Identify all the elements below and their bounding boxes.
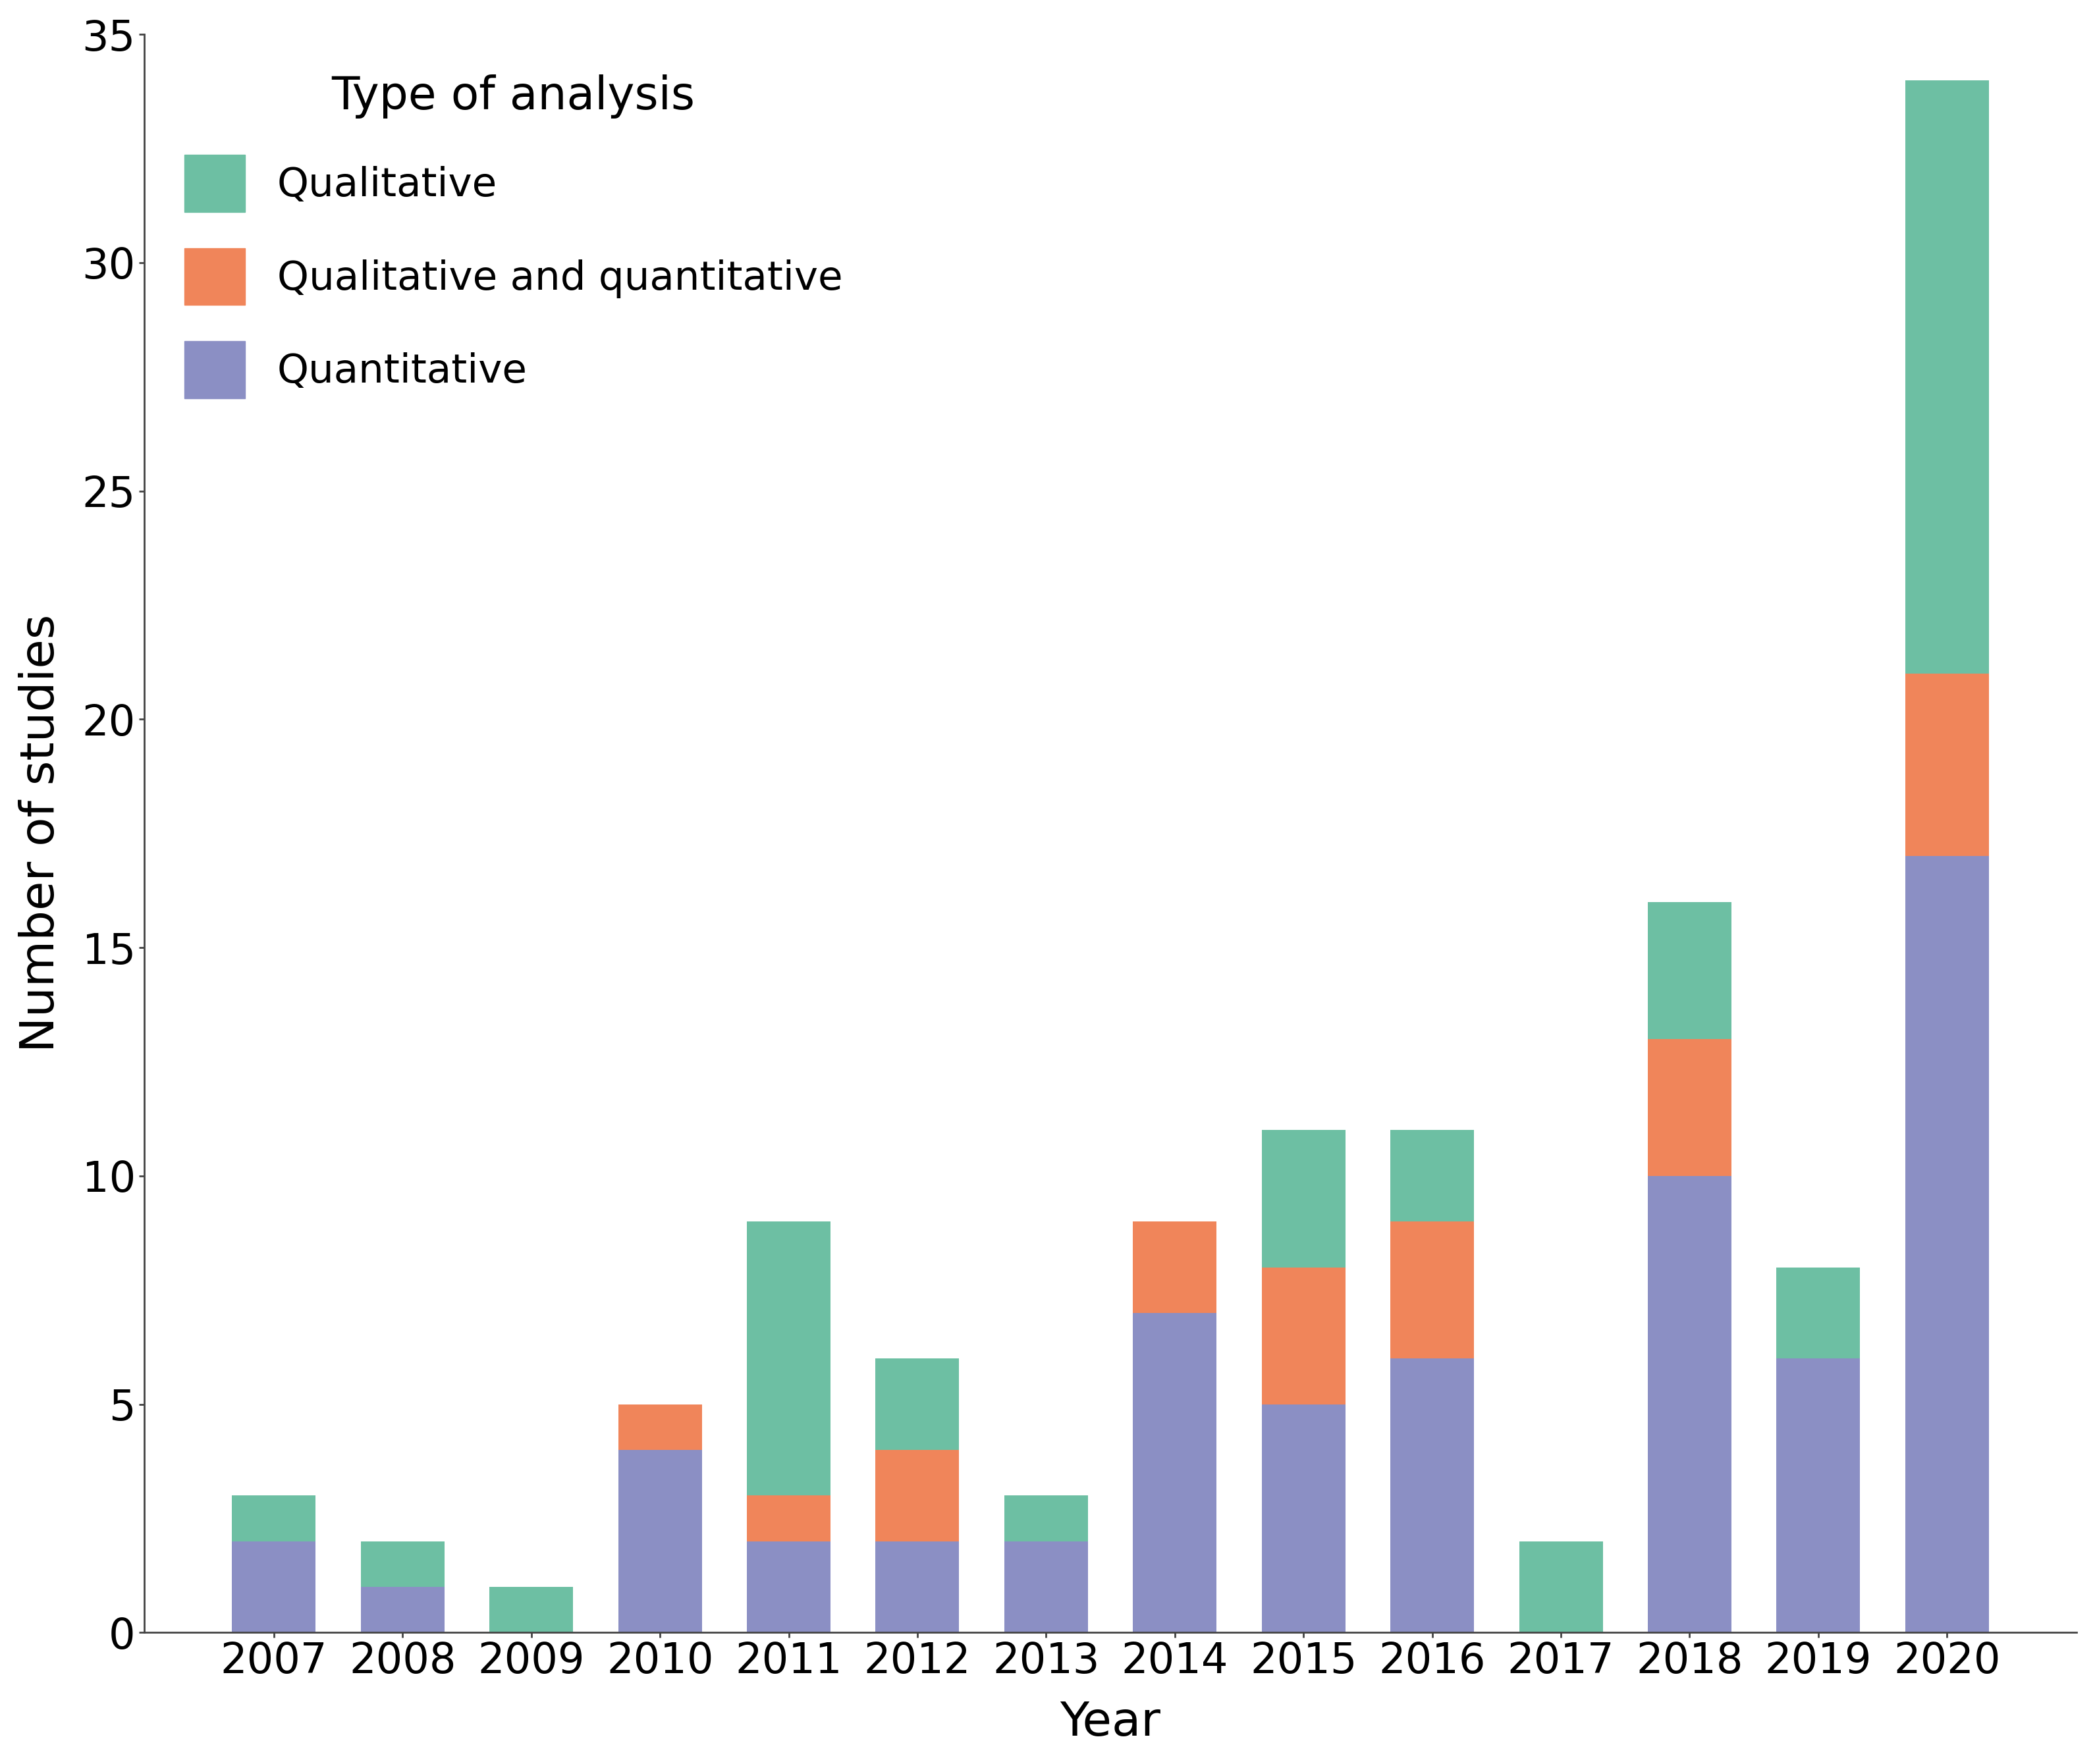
Bar (1004, 1542, 1087, 1632)
Bar (1777, 1358, 1860, 1632)
Bar (1261, 1131, 1345, 1267)
Bar (1904, 674, 1988, 856)
Bar (1649, 901, 1730, 1039)
Bar (1519, 1542, 1603, 1632)
Bar (748, 1496, 830, 1542)
Bar (1133, 1312, 1217, 1632)
Bar (1777, 1267, 1860, 1358)
Y-axis label: Number of studies: Number of studies (19, 614, 63, 1053)
Bar (1391, 1221, 1475, 1358)
Bar (618, 1450, 702, 1632)
Bar (1261, 1404, 1345, 1632)
Bar (876, 1542, 960, 1632)
Bar (1904, 79, 1988, 674)
Bar (1004, 1496, 1087, 1542)
Bar (618, 1404, 702, 1450)
Bar (233, 1496, 316, 1542)
Bar (490, 1588, 574, 1632)
Bar (1391, 1358, 1475, 1632)
Bar (233, 1542, 316, 1632)
Bar (748, 1221, 830, 1496)
Bar (1649, 1177, 1730, 1632)
Bar (1904, 856, 1988, 1632)
Bar (1261, 1267, 1345, 1404)
X-axis label: Year: Year (1060, 1700, 1161, 1746)
Bar (748, 1542, 830, 1632)
Bar (1649, 1039, 1730, 1177)
Bar (1133, 1221, 1217, 1312)
Bar (360, 1588, 444, 1632)
Bar (876, 1450, 960, 1542)
Legend: Qualitative, Qualitative and quantitative, Quantitative: Qualitative, Qualitative and quantitativ… (163, 55, 863, 418)
Bar (360, 1542, 444, 1588)
Bar (876, 1358, 960, 1450)
Bar (1391, 1131, 1475, 1221)
